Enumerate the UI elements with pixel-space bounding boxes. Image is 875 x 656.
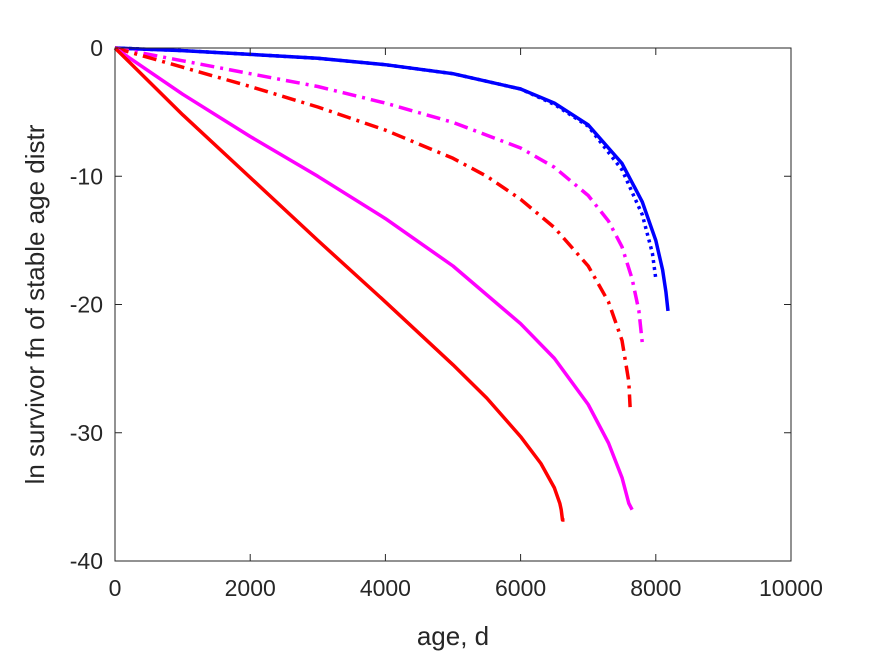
series-line-1 <box>114 46 670 312</box>
series-line-5 <box>114 46 634 511</box>
x-tick-label: 6000 <box>495 575 546 601</box>
tick-layer: 0 2000 4000 6000 8000 10000 0 -10 -20 -30 -40 <box>70 35 823 601</box>
x-tick-label: 2000 <box>225 575 276 601</box>
y-tick-label: 0 <box>90 35 103 61</box>
x-tick-label: 0 <box>109 575 122 601</box>
x-tick-label: 10000 <box>759 575 823 601</box>
y-tick-label: -10 <box>70 163 103 189</box>
y-tick-label: -20 <box>70 292 103 318</box>
x-tick-label: 8000 <box>630 575 681 601</box>
series-line-3 <box>114 46 645 344</box>
x-tick-label: 4000 <box>360 575 411 601</box>
y-tick-label: -30 <box>70 420 103 446</box>
plot-area <box>115 48 791 561</box>
x-axis-title: age, d <box>417 621 489 651</box>
y-axis-title: ln survivor fn of stable age distr <box>20 124 50 484</box>
series-line-6 <box>113 46 565 522</box>
y-tick-label: -40 <box>70 548 103 574</box>
series-line-4 <box>114 46 632 408</box>
